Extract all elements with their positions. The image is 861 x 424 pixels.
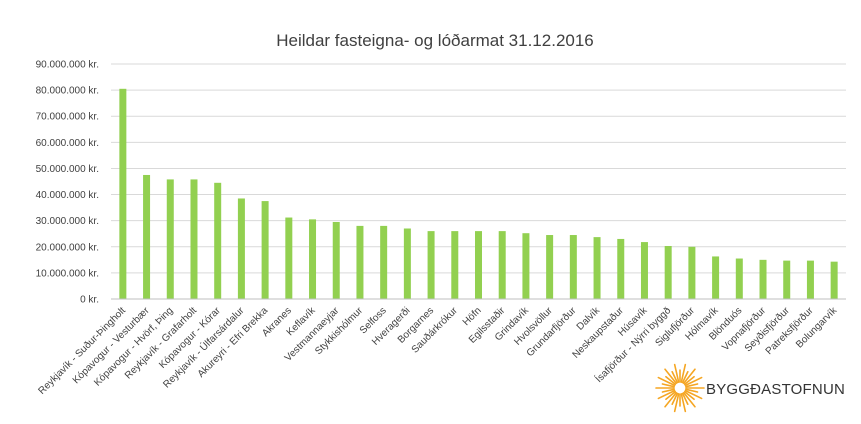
bar <box>356 225 364 299</box>
bar <box>664 245 672 299</box>
bar <box>783 260 791 299</box>
bar <box>593 237 601 299</box>
bar <box>759 259 767 299</box>
bar <box>617 238 625 299</box>
y-tick-label: 60.000.000 kr. <box>36 138 99 149</box>
bar <box>546 235 554 299</box>
y-axis-ticks: 0 kr. 10.000.000 kr. 20.000.000 kr. 30.000.… <box>36 60 99 306</box>
bar <box>427 231 435 299</box>
bars <box>119 88 838 299</box>
y-tick-label: 50.000.000 kr. <box>36 164 99 175</box>
grid-lines <box>111 63 846 274</box>
bar <box>806 260 814 299</box>
bar <box>166 179 174 299</box>
bar <box>640 242 648 299</box>
bar <box>214 182 222 299</box>
bar <box>712 256 720 299</box>
bar <box>569 235 577 299</box>
sunburst-logo-icon <box>655 363 705 413</box>
bar <box>190 179 198 299</box>
bar <box>688 246 696 299</box>
bar <box>735 258 743 299</box>
bar <box>332 221 340 299</box>
bar <box>403 228 411 299</box>
bar <box>498 231 506 299</box>
y-tick-label: 90.000.000 kr. <box>36 60 99 71</box>
bar <box>119 88 127 299</box>
y-tick-label: 70.000.000 kr. <box>36 112 99 123</box>
bar <box>451 231 459 299</box>
bar <box>522 233 530 299</box>
bar <box>830 261 838 299</box>
y-tick-label: 40.000.000 kr. <box>36 190 99 201</box>
y-tick-label: 0 kr. <box>80 295 99 306</box>
y-tick-label: 10.000.000 kr. <box>36 268 99 279</box>
logo-text: BYGGÐASTOFNUN <box>706 381 845 398</box>
bar <box>380 225 388 299</box>
bar <box>285 217 293 299</box>
bar <box>237 198 245 299</box>
byggdastofnun-logo: BYGGÐASTOFNUN <box>655 363 845 413</box>
bar <box>143 174 151 299</box>
x-tick-label: Reykjavík - Suður-Þingholt <box>36 304 128 396</box>
chart-title: Heildar fasteigna- og lóðarmat 31.12.201… <box>276 31 594 50</box>
y-tick-label: 80.000.000 kr. <box>36 86 99 97</box>
y-tick-label: 20.000.000 kr. <box>36 242 99 253</box>
bar <box>261 201 269 299</box>
bar <box>309 219 317 299</box>
bar <box>475 231 482 299</box>
y-tick-label: 30.000.000 kr. <box>36 216 99 227</box>
